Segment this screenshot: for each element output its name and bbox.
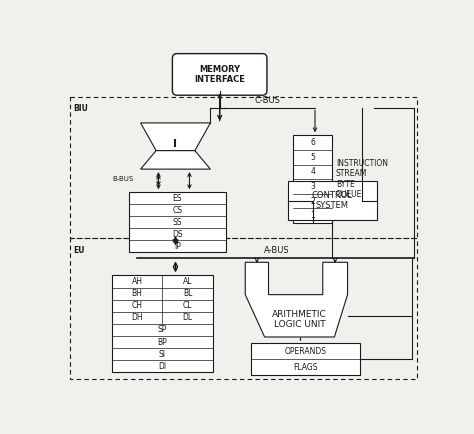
Bar: [129, 192, 226, 252]
Text: CL: CL: [183, 301, 192, 310]
Text: 6: 6: [310, 138, 315, 147]
Text: INSTRUCTION
STREAM
BYTE
QUEUE: INSTRUCTION STREAM BYTE QUEUE: [336, 159, 388, 199]
Text: AH: AH: [132, 277, 143, 286]
FancyBboxPatch shape: [173, 54, 267, 95]
Text: AL: AL: [183, 277, 192, 286]
Bar: [293, 135, 332, 223]
Text: B-BUS: B-BUS: [112, 176, 133, 182]
Text: OPERANDS: OPERANDS: [285, 347, 327, 356]
Text: 4: 4: [310, 168, 315, 176]
Polygon shape: [141, 123, 210, 151]
Text: DI: DI: [158, 362, 166, 371]
Text: I: I: [173, 139, 177, 149]
Text: 2: 2: [310, 197, 315, 206]
Text: ARITHMETIC
LOGIC UNIT: ARITHMETIC LOGIC UNIT: [272, 310, 327, 329]
Text: 5: 5: [310, 153, 315, 162]
Text: 1: 1: [310, 211, 315, 220]
Bar: [251, 343, 360, 375]
Text: DL: DL: [182, 313, 192, 322]
Polygon shape: [141, 151, 210, 169]
Text: 3: 3: [310, 182, 315, 191]
Text: IP: IP: [174, 242, 181, 251]
Text: EU: EU: [73, 246, 85, 255]
Text: SI: SI: [159, 350, 166, 359]
Text: CS: CS: [173, 206, 182, 215]
Text: FLAGS: FLAGS: [293, 363, 318, 372]
Text: BH: BH: [132, 289, 143, 298]
Text: DS: DS: [172, 230, 183, 239]
Text: CONTROL
SYSTEM: CONTROL SYSTEM: [312, 191, 353, 210]
Text: MEMORY
INTERFACE: MEMORY INTERFACE: [194, 65, 245, 84]
Bar: [70, 238, 417, 378]
Text: CH: CH: [132, 301, 143, 310]
Bar: [112, 276, 213, 372]
Text: C-BUS: C-BUS: [255, 96, 280, 105]
Text: BIU: BIU: [73, 105, 88, 113]
Polygon shape: [245, 262, 347, 337]
Text: SP: SP: [158, 326, 167, 335]
Bar: [70, 97, 417, 238]
Bar: [288, 181, 377, 220]
Text: ES: ES: [173, 194, 182, 203]
Text: SS: SS: [173, 218, 182, 227]
Text: A-BUS: A-BUS: [264, 247, 289, 255]
Text: BL: BL: [183, 289, 192, 298]
Text: BP: BP: [157, 338, 167, 347]
Text: DH: DH: [131, 313, 143, 322]
